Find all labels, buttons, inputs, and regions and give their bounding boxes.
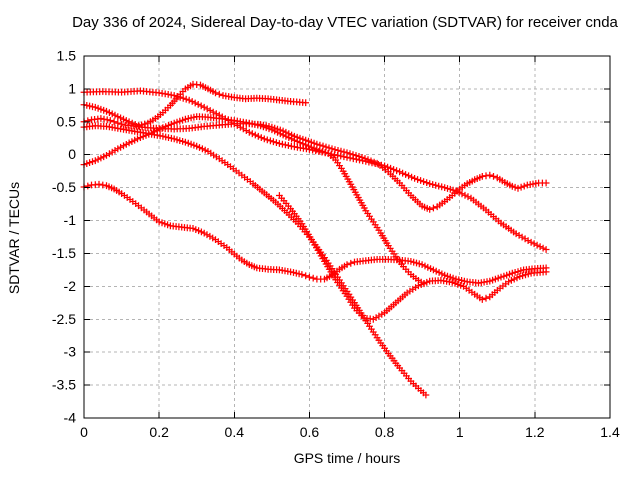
y-axis-label: SDTVAR / TECUs [6,181,22,295]
y-tick-label: -3 [64,344,77,360]
x-tick-label: 1.2 [525,424,545,440]
y-tick-label: -0.5 [52,179,76,195]
series-arc-6 [80,180,550,287]
series-arc-3 [80,115,550,213]
y-tick-label: -3.5 [52,377,76,393]
x-tick-label: 1 [456,424,464,440]
x-tick-label: 0 [80,424,88,440]
y-tick-label: 0.5 [57,113,77,129]
y-tick-label: 1.5 [57,48,77,64]
y-tick-label: -2.5 [52,311,76,327]
y-tick-label: -1.5 [52,245,76,261]
chart-title: Day 336 of 2024, Sidereal Day-to-day VTE… [72,14,618,31]
x-tick-label: 0.2 [149,424,169,440]
x-tick-label: 1.4 [600,424,620,440]
series-arc-1 [80,87,550,253]
x-tick-label: 0.6 [300,424,320,440]
x-axis-label: GPS time / hours [293,450,401,466]
series-arc-7 [276,192,550,323]
x-tick-labels: 0 0.2 0.4 0.6 0.8 1 1.2 1.4 [80,424,620,440]
y-tick-label: -4 [64,410,77,426]
y-tick-labels: 1.5 1 0.5 0 -0.5 -1 -1.5 -2 -2.5 -3 -3.5 -4 [52,48,76,426]
x-tick-label: 0.8 [375,424,395,440]
y-tick-label: 1 [68,80,76,96]
y-tick-label: -1 [64,212,77,228]
plot-border [83,55,611,419]
x-tick-label: 0.4 [225,424,245,440]
y-tick-label: 0 [68,146,76,162]
y-tick-label: -2 [64,278,77,294]
